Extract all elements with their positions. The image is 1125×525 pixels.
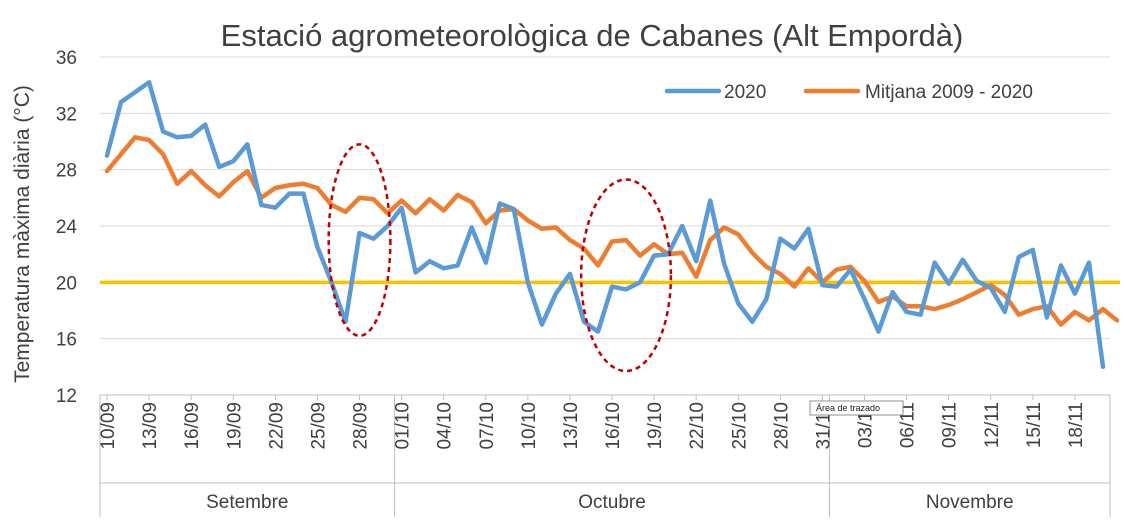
x-tick-label: 28/10: [771, 402, 792, 450]
x-tick-label: 19/09: [224, 402, 245, 450]
plot-area-tooltip: Área de trazado: [809, 400, 904, 416]
highlight-ellipse-1: [327, 143, 392, 338]
legend-label-1: 2020: [724, 82, 766, 103]
series-line-2020: [104, 80, 1106, 370]
y-tick-label: 12: [56, 386, 77, 407]
y-tick-label: 32: [56, 104, 77, 125]
x-tick-label: 12/11: [982, 402, 1003, 448]
legend-label-2: Mitjana 2009 - 2020: [865, 82, 1033, 103]
x-tick-label: 15/11: [1024, 402, 1045, 448]
month-label: Setembre: [206, 492, 288, 513]
x-tick-label: 16/10: [603, 402, 624, 450]
month-label: Octubre: [578, 492, 646, 513]
x-tick-label: 25/09: [308, 402, 329, 450]
annotation-group: [327, 143, 673, 373]
x-tick-label: 10/09: [98, 402, 119, 450]
x-tick-label: 19/10: [645, 402, 666, 450]
x-tick-label: 22/10: [687, 402, 708, 450]
x-tick-label: 13/09: [140, 402, 161, 450]
x-tick-label: 04/10: [435, 402, 456, 450]
y-tick-label: 16: [56, 330, 77, 351]
x-tick-label: 07/10: [477, 402, 498, 450]
y-axis-label: Temperatura màxima diària (°C): [11, 85, 34, 383]
chart-title: Estació agrometeorològica de Cabanes (Al…: [221, 18, 964, 53]
x-tick-label: 22/09: [266, 402, 287, 450]
series-group: [104, 80, 1120, 370]
x-axis-ticks: 10/09 13/09 16/09 19/09 22/09 25/09 28/09 01/10…: [98, 395, 1087, 450]
x-tick-label: 18/11: [1066, 402, 1087, 448]
y-tick-label: 20: [56, 273, 77, 294]
x-tick-label: 16/09: [182, 402, 203, 450]
y-tick-label: 24: [56, 217, 78, 238]
y-axis-ticks: 12 16 20 24 28 32 36: [56, 48, 78, 407]
x-tick-label: 09/11: [940, 402, 961, 448]
x-tick-label: 01/10: [393, 402, 414, 450]
series-line-mitjana: [104, 135, 1120, 327]
tooltip-text: Área de trazado: [816, 403, 880, 413]
x-tick-label: 10/10: [519, 402, 540, 450]
y-tick-label: 36: [56, 48, 77, 69]
x-tick-label: 25/10: [729, 402, 750, 450]
x-tick-label: 13/10: [561, 402, 582, 450]
y-tick-label: 28: [56, 161, 77, 182]
month-labels: Setembre Octubre Novembre: [206, 492, 1013, 513]
highlight-ellipse-2: [579, 178, 673, 373]
x-tick-label: 28/09: [351, 402, 372, 450]
legend: 2020 Mitjana 2009 - 2020: [664, 82, 1033, 103]
tooltip-box: [809, 400, 904, 416]
month-label: Novembre: [926, 492, 1014, 513]
